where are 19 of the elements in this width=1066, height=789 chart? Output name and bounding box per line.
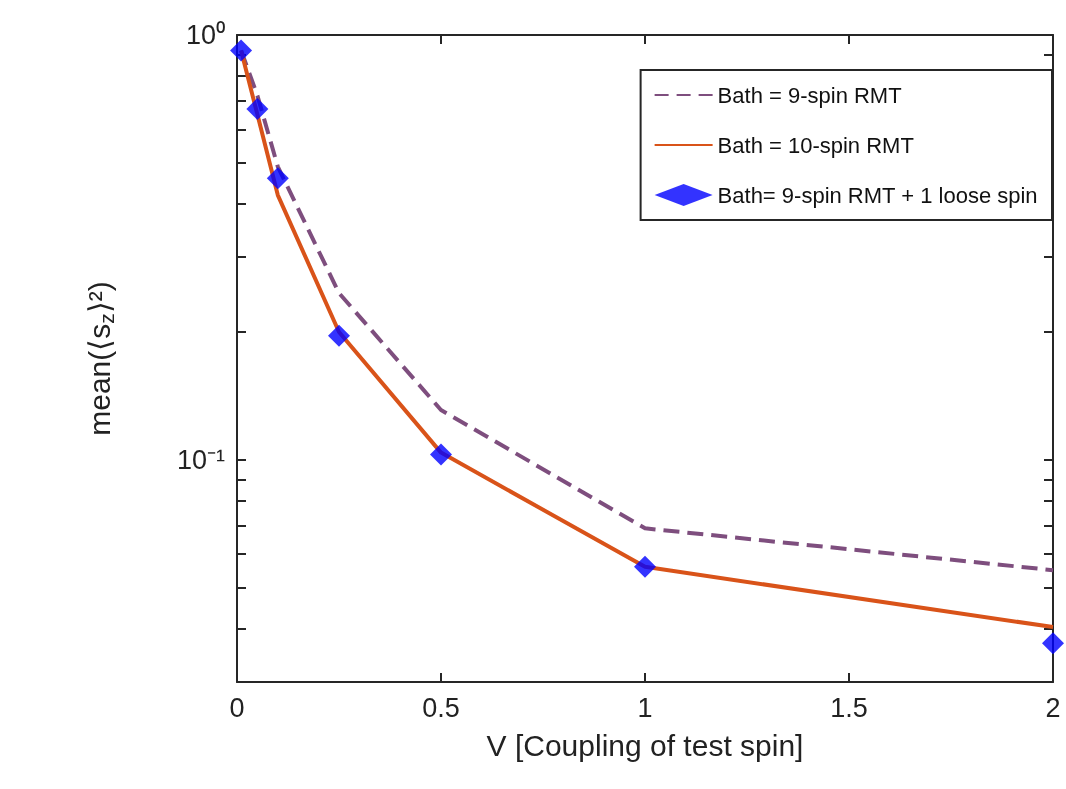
y-axis-title: mean(⟨sz⟩²) [82, 281, 118, 436]
point [230, 39, 253, 62]
x-tick-label: 1 [637, 692, 653, 723]
point [634, 555, 656, 578]
x-axis-title: V [Coupling of test spin] [486, 728, 804, 762]
y-tick-label: 10⁰ [185, 20, 225, 50]
point [328, 324, 350, 347]
x-tick-label: 0 [229, 692, 245, 723]
point [1042, 632, 1064, 655]
point [246, 97, 269, 120]
y-tick-label: 10⁻¹ [176, 444, 225, 475]
point [430, 443, 452, 466]
legend-label: Bath = 9-spin RMT [717, 82, 902, 108]
point [266, 167, 289, 190]
x-tick-label: 1.5 [830, 692, 868, 723]
legend-label: Bath= 9-spin RMT + 1 loose spin [717, 182, 1038, 208]
x-tick-label: 0.5 [422, 692, 460, 723]
x-tick-label: 2 [1045, 692, 1061, 723]
legend-label: Bath = 10-spin RMT [717, 132, 914, 158]
